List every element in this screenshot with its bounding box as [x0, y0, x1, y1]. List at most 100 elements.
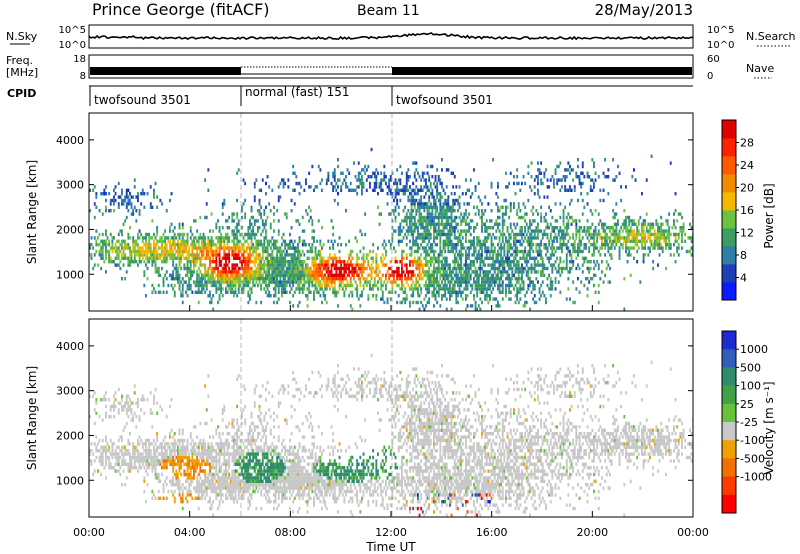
range-cell — [172, 287, 175, 291]
range-cell — [397, 178, 400, 182]
range-cell — [589, 260, 592, 264]
range-cell — [537, 263, 539, 267]
range-cell — [418, 198, 421, 203]
range-cell — [175, 256, 178, 260]
range-cell — [626, 236, 629, 240]
range-cell — [492, 249, 495, 254]
range-cell — [241, 263, 243, 267]
range-cell — [604, 175, 607, 179]
range-cell — [426, 277, 429, 281]
range-cell — [521, 256, 523, 260]
range-cell — [274, 280, 277, 284]
range-cell — [412, 232, 415, 237]
range-cell — [93, 421, 96, 426]
range-cell — [436, 256, 439, 260]
range-cell — [530, 175, 533, 179]
range-cell — [485, 236, 488, 240]
range-cell — [489, 277, 491, 281]
range-cell — [292, 263, 295, 267]
range-cell — [658, 243, 661, 247]
range-cell — [505, 209, 507, 213]
range-cell — [274, 277, 277, 281]
range-cell — [503, 260, 506, 264]
range-cell — [474, 226, 477, 230]
range-cell — [461, 266, 464, 271]
range-cell — [682, 222, 685, 226]
range-cell — [551, 175, 554, 179]
range-cell — [303, 280, 306, 284]
range-cell — [330, 256, 333, 260]
range-cell — [425, 219, 427, 223]
range-cell — [367, 260, 370, 264]
range-cell — [437, 283, 440, 288]
range-cell — [404, 287, 407, 291]
range-cell — [345, 266, 347, 271]
range-cell — [149, 249, 152, 254]
range-cell — [228, 215, 231, 220]
range-cell — [657, 239, 659, 243]
range-cell — [599, 236, 602, 240]
range-cell — [605, 239, 608, 243]
range-cell — [338, 266, 341, 271]
range-cell — [362, 263, 365, 267]
range-cell — [261, 253, 264, 257]
range-cell — [431, 209, 434, 213]
range-cell — [257, 226, 259, 230]
range-cell — [249, 280, 251, 284]
range-cell — [650, 239, 653, 243]
range-cell — [413, 192, 416, 196]
y-tick-label: 3000 — [56, 179, 84, 192]
range-cell — [103, 192, 106, 196]
range-cell — [436, 290, 439, 294]
range-cell — [436, 273, 439, 277]
range-cell — [420, 212, 423, 216]
range-cell — [385, 243, 387, 247]
range-cell — [428, 219, 431, 223]
range-cell — [138, 209, 141, 213]
range-cell — [175, 263, 178, 267]
range-cell — [130, 249, 133, 254]
range-cell — [673, 212, 675, 216]
range-cell — [474, 212, 477, 216]
range-cell — [116, 469, 119, 473]
range-cell — [583, 246, 586, 250]
range-cell — [642, 219, 645, 223]
range-cell — [260, 243, 263, 247]
range-cell — [521, 243, 523, 247]
range-cell — [277, 256, 280, 260]
range-cell — [413, 229, 416, 233]
range-cell — [226, 232, 229, 237]
range-cell — [348, 256, 351, 260]
range-cell — [637, 222, 640, 226]
range-cell — [316, 280, 319, 284]
range-cell — [626, 229, 629, 233]
range-cell — [439, 195, 442, 199]
range-cell — [417, 280, 419, 284]
range-cell — [204, 239, 207, 243]
range-cell — [429, 164, 432, 169]
range-cell — [631, 222, 634, 226]
range-cell — [244, 232, 247, 237]
range-cell — [469, 232, 472, 237]
range-cell — [333, 294, 336, 298]
range-cell — [596, 246, 599, 250]
range-cell — [138, 229, 141, 233]
range-cell — [460, 249, 463, 254]
range-cell — [241, 246, 243, 250]
range-cell — [159, 198, 162, 203]
range-cell — [207, 273, 210, 277]
range-cell — [305, 178, 307, 182]
range-cell — [409, 260, 411, 264]
range-cell — [508, 266, 511, 271]
range-cell — [396, 260, 399, 264]
range-cell — [602, 226, 605, 230]
range-cell — [620, 236, 623, 240]
range-cell — [341, 181, 344, 186]
range-cell — [553, 226, 555, 230]
range-cell — [501, 229, 504, 233]
range-cell — [237, 249, 240, 254]
range-cell — [604, 239, 607, 243]
range-cell — [367, 294, 370, 298]
range-cell — [263, 270, 266, 274]
range-cell — [559, 290, 562, 294]
